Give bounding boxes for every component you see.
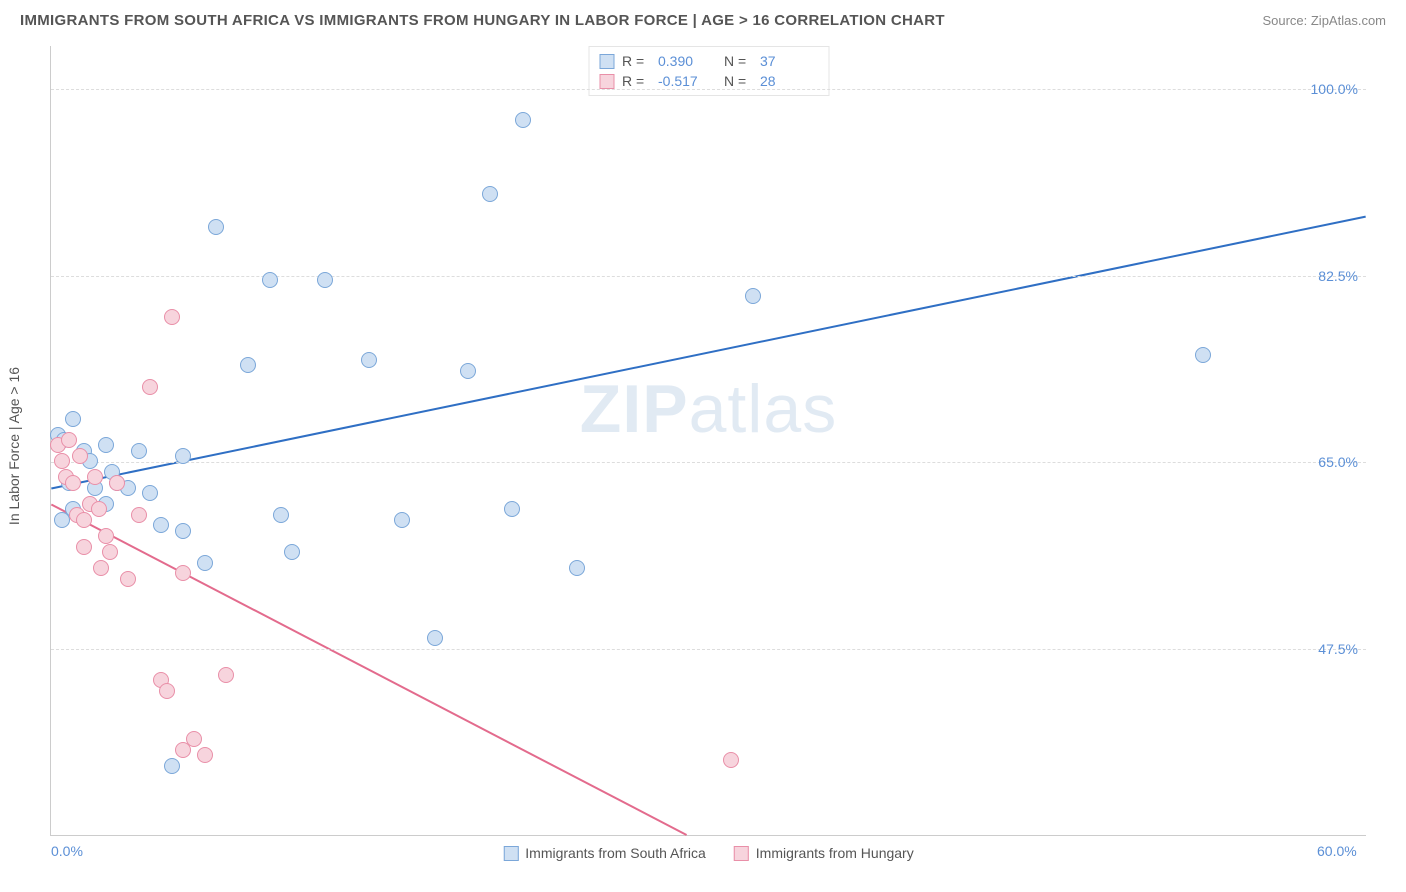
legend-label-series1: Immigrants from South Africa [525,845,706,861]
n-label: N = [724,73,752,89]
data-point [1195,347,1211,363]
data-point [98,528,114,544]
y-tick-label: 65.0% [1318,454,1358,470]
gridline [51,89,1366,90]
r-value-series1: 0.390 [658,53,716,69]
chart-title: IMMIGRANTS FROM SOUTH AFRICA VS IMMIGRAN… [20,12,945,29]
data-point [197,555,213,571]
x-tick-label: 60.0% [1317,843,1357,859]
data-point [723,752,739,768]
data-point [109,475,125,491]
data-point [745,288,761,304]
legend-item-series1: Immigrants from South Africa [503,845,706,861]
y-tick-label: 47.5% [1318,641,1358,657]
data-point [65,475,81,491]
data-point [131,507,147,523]
data-point [427,630,443,646]
data-point [482,186,498,202]
data-point [504,501,520,517]
data-point [361,352,377,368]
data-point [186,731,202,747]
legend-label-series2: Immigrants from Hungary [756,845,914,861]
data-point [93,560,109,576]
data-point [76,512,92,528]
data-point [284,544,300,560]
data-point [317,272,333,288]
chart-plot-area: ZIPatlas R = 0.390 N = 37 R = -0.517 N =… [50,46,1366,836]
data-point [240,357,256,373]
r-label: R = [622,53,650,69]
data-point [102,544,118,560]
data-point [273,507,289,523]
data-point [394,512,410,528]
data-point [131,443,147,459]
data-point [72,448,88,464]
r-label: R = [622,73,650,89]
data-point [175,523,191,539]
swatch-series1 [599,54,614,69]
data-point [175,448,191,464]
data-point [569,560,585,576]
data-point [218,667,234,683]
trend-line [51,504,686,835]
y-tick-label: 82.5% [1318,268,1358,284]
data-point [61,432,77,448]
x-tick-label: 0.0% [51,843,83,859]
data-point [197,747,213,763]
data-point [164,758,180,774]
watermark: ZIPatlas [580,370,837,448]
source-label: Source: ZipAtlas.com [1262,13,1386,28]
data-point [515,112,531,128]
swatch-series2 [734,846,749,861]
legend-series: Immigrants from South Africa Immigrants … [503,845,913,861]
n-value-series1: 37 [760,53,818,69]
data-point [164,309,180,325]
trend-lines [51,46,1366,835]
data-point [76,539,92,555]
legend-item-series2: Immigrants from Hungary [734,845,914,861]
y-tick-label: 100.0% [1311,81,1358,97]
trend-line [51,217,1365,489]
data-point [159,683,175,699]
legend-row-series1: R = 0.390 N = 37 [599,51,818,71]
data-point [142,379,158,395]
n-label: N = [724,53,752,69]
data-point [208,219,224,235]
data-point [87,469,103,485]
gridline [51,276,1366,277]
data-point [65,411,81,427]
data-point [460,363,476,379]
swatch-series1 [503,846,518,861]
data-point [262,272,278,288]
n-value-series2: 28 [760,73,818,89]
data-point [91,501,107,517]
data-point [98,437,114,453]
data-point [142,485,158,501]
r-value-series2: -0.517 [658,73,716,89]
data-point [54,453,70,469]
data-point [153,517,169,533]
gridline [51,649,1366,650]
data-point [120,571,136,587]
swatch-series2 [599,74,614,89]
gridline [51,462,1366,463]
data-point [175,565,191,581]
y-axis-label: In Labor Force | Age > 16 [6,367,22,525]
